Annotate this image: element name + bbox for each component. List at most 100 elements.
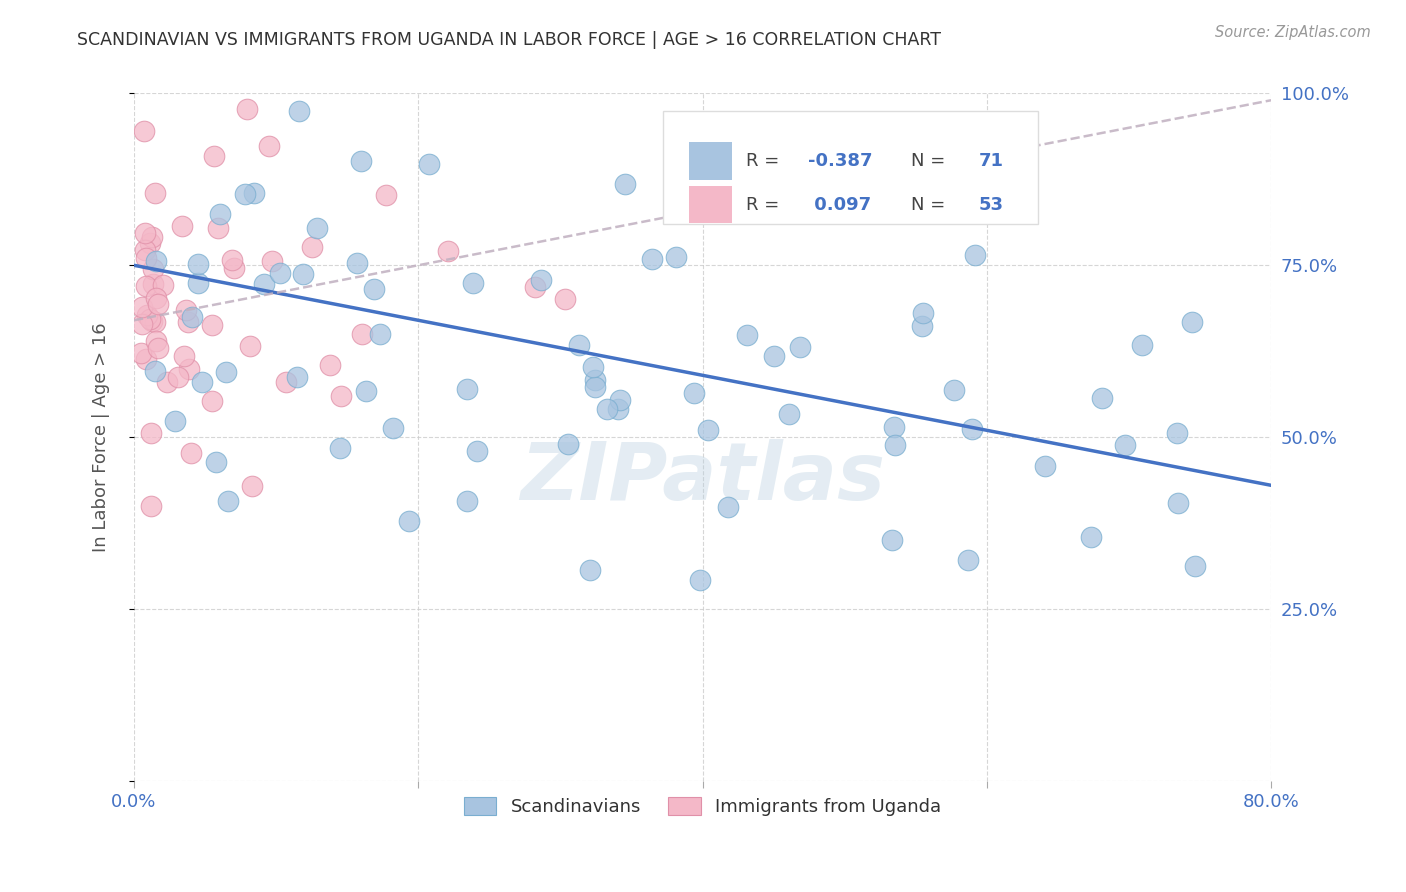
Point: [135, 251, 157, 265]
Point: [209, 207, 232, 221]
Point: [292, 268, 315, 282]
Point: [350, 154, 373, 169]
Point: [141, 230, 163, 244]
Point: [146, 341, 169, 355]
Point: [735, 327, 758, 342]
Point: [1166, 425, 1188, 440]
Text: R =: R =: [745, 195, 785, 213]
Point: [204, 149, 226, 163]
Point: [1114, 438, 1136, 452]
Legend: Scandinavians, Immigrants from Uganda: Scandinavians, Immigrants from Uganda: [457, 789, 949, 823]
Point: [215, 365, 238, 379]
Point: [134, 123, 156, 137]
Point: [138, 236, 160, 251]
Point: [143, 186, 166, 200]
Point: [221, 253, 243, 268]
Text: 0.097: 0.097: [808, 195, 872, 213]
Point: [696, 423, 718, 437]
Point: [465, 444, 488, 458]
Point: [363, 282, 385, 296]
Point: [142, 261, 165, 276]
Point: [1167, 496, 1189, 510]
Point: [242, 186, 264, 200]
Point: [135, 352, 157, 367]
Text: N =: N =: [911, 152, 950, 169]
Point: [1130, 338, 1153, 352]
Point: [554, 292, 576, 306]
Point: [269, 266, 291, 280]
Point: [143, 315, 166, 329]
Point: [262, 254, 284, 268]
Point: [288, 103, 311, 118]
Text: R =: R =: [745, 152, 785, 169]
Point: [177, 362, 200, 376]
Point: [134, 226, 156, 240]
Point: [139, 426, 162, 441]
Point: [224, 260, 246, 275]
Point: [173, 349, 195, 363]
Point: [142, 277, 165, 291]
Point: [418, 157, 440, 171]
Point: [529, 273, 551, 287]
Bar: [689, 142, 733, 180]
Point: [145, 253, 167, 268]
Point: [319, 358, 342, 372]
Point: [956, 553, 979, 567]
Point: [217, 494, 239, 508]
Point: [381, 421, 404, 435]
Point: [368, 327, 391, 342]
Point: [252, 277, 274, 291]
Point: [136, 308, 159, 322]
Point: [166, 370, 188, 384]
Point: [152, 277, 174, 292]
Point: [201, 318, 224, 332]
Point: [609, 393, 631, 408]
Point: [883, 420, 905, 434]
Point: [156, 375, 179, 389]
Text: 53: 53: [979, 195, 1004, 213]
Point: [436, 244, 458, 259]
Point: [883, 438, 905, 452]
FancyBboxPatch shape: [662, 111, 1038, 224]
Point: [141, 314, 163, 328]
Point: [614, 177, 637, 191]
Point: [190, 375, 212, 389]
Point: [1184, 558, 1206, 573]
Point: [911, 318, 934, 333]
Point: [456, 494, 478, 508]
Point: [257, 138, 280, 153]
Y-axis label: In Labor Force | Age > 16: In Labor Force | Age > 16: [93, 322, 110, 552]
Point: [135, 278, 157, 293]
Point: [880, 533, 903, 548]
Point: [170, 219, 193, 233]
Point: [134, 243, 156, 257]
Point: [350, 327, 373, 342]
Point: [236, 102, 259, 116]
Point: [129, 346, 152, 360]
Point: [239, 339, 262, 353]
Point: [180, 310, 202, 324]
Point: [329, 441, 352, 455]
Point: [778, 407, 800, 421]
Point: [235, 187, 257, 202]
Text: ZIPatlas: ZIPatlas: [520, 440, 884, 517]
Point: [1033, 458, 1056, 473]
Point: [1080, 530, 1102, 544]
Point: [762, 349, 785, 363]
Point: [180, 446, 202, 460]
Point: [207, 221, 229, 235]
Point: [942, 383, 965, 397]
Point: [301, 240, 323, 254]
Point: [583, 373, 606, 387]
Point: [911, 306, 934, 320]
Point: [960, 422, 983, 436]
Point: [583, 379, 606, 393]
Point: [682, 386, 704, 401]
Text: 71: 71: [979, 152, 1004, 169]
Point: [139, 311, 162, 326]
Point: [1181, 315, 1204, 329]
Point: [607, 401, 630, 416]
Point: [557, 436, 579, 450]
Point: [145, 334, 167, 348]
Point: [307, 221, 329, 235]
